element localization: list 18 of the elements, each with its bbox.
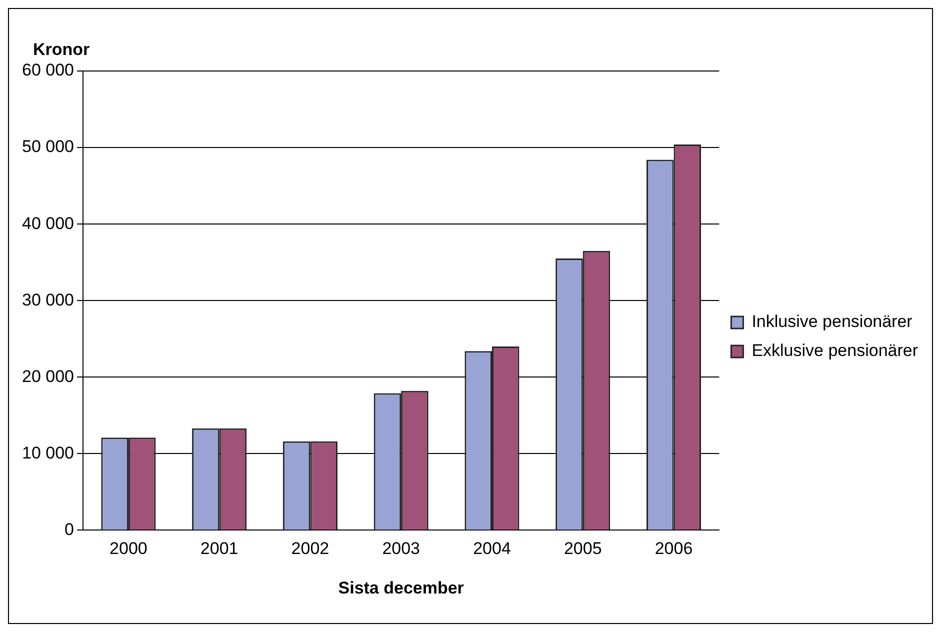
x-tick-label: 2006 xyxy=(654,539,693,558)
y-tick-label: 40 000 xyxy=(22,214,74,233)
x-tick-label: 2001 xyxy=(200,539,238,558)
x-tick-label: 2000 xyxy=(110,539,148,558)
y-tick-label: 10 000 xyxy=(22,443,74,462)
y-tick-label: 50 000 xyxy=(22,137,74,156)
x-tick-label: 2005 xyxy=(564,539,602,558)
x-tick-label: 2003 xyxy=(382,539,420,558)
x-tick-label: 2002 xyxy=(291,539,330,558)
y-tick-label: 60 000 xyxy=(22,60,74,80)
x-axis-title: Sista december xyxy=(338,578,464,598)
y-tick-label: 20 000 xyxy=(22,366,74,386)
legend-label: Inklusive pensionärer xyxy=(752,312,913,332)
legend-label: Exklusive pensionärer xyxy=(752,341,918,360)
x-tick-label: 2004 xyxy=(473,539,511,558)
y-axis-title: Kronor xyxy=(33,40,90,60)
y-tick-label: 30 000 xyxy=(22,290,74,310)
y-tick-label: 0 xyxy=(64,520,74,539)
